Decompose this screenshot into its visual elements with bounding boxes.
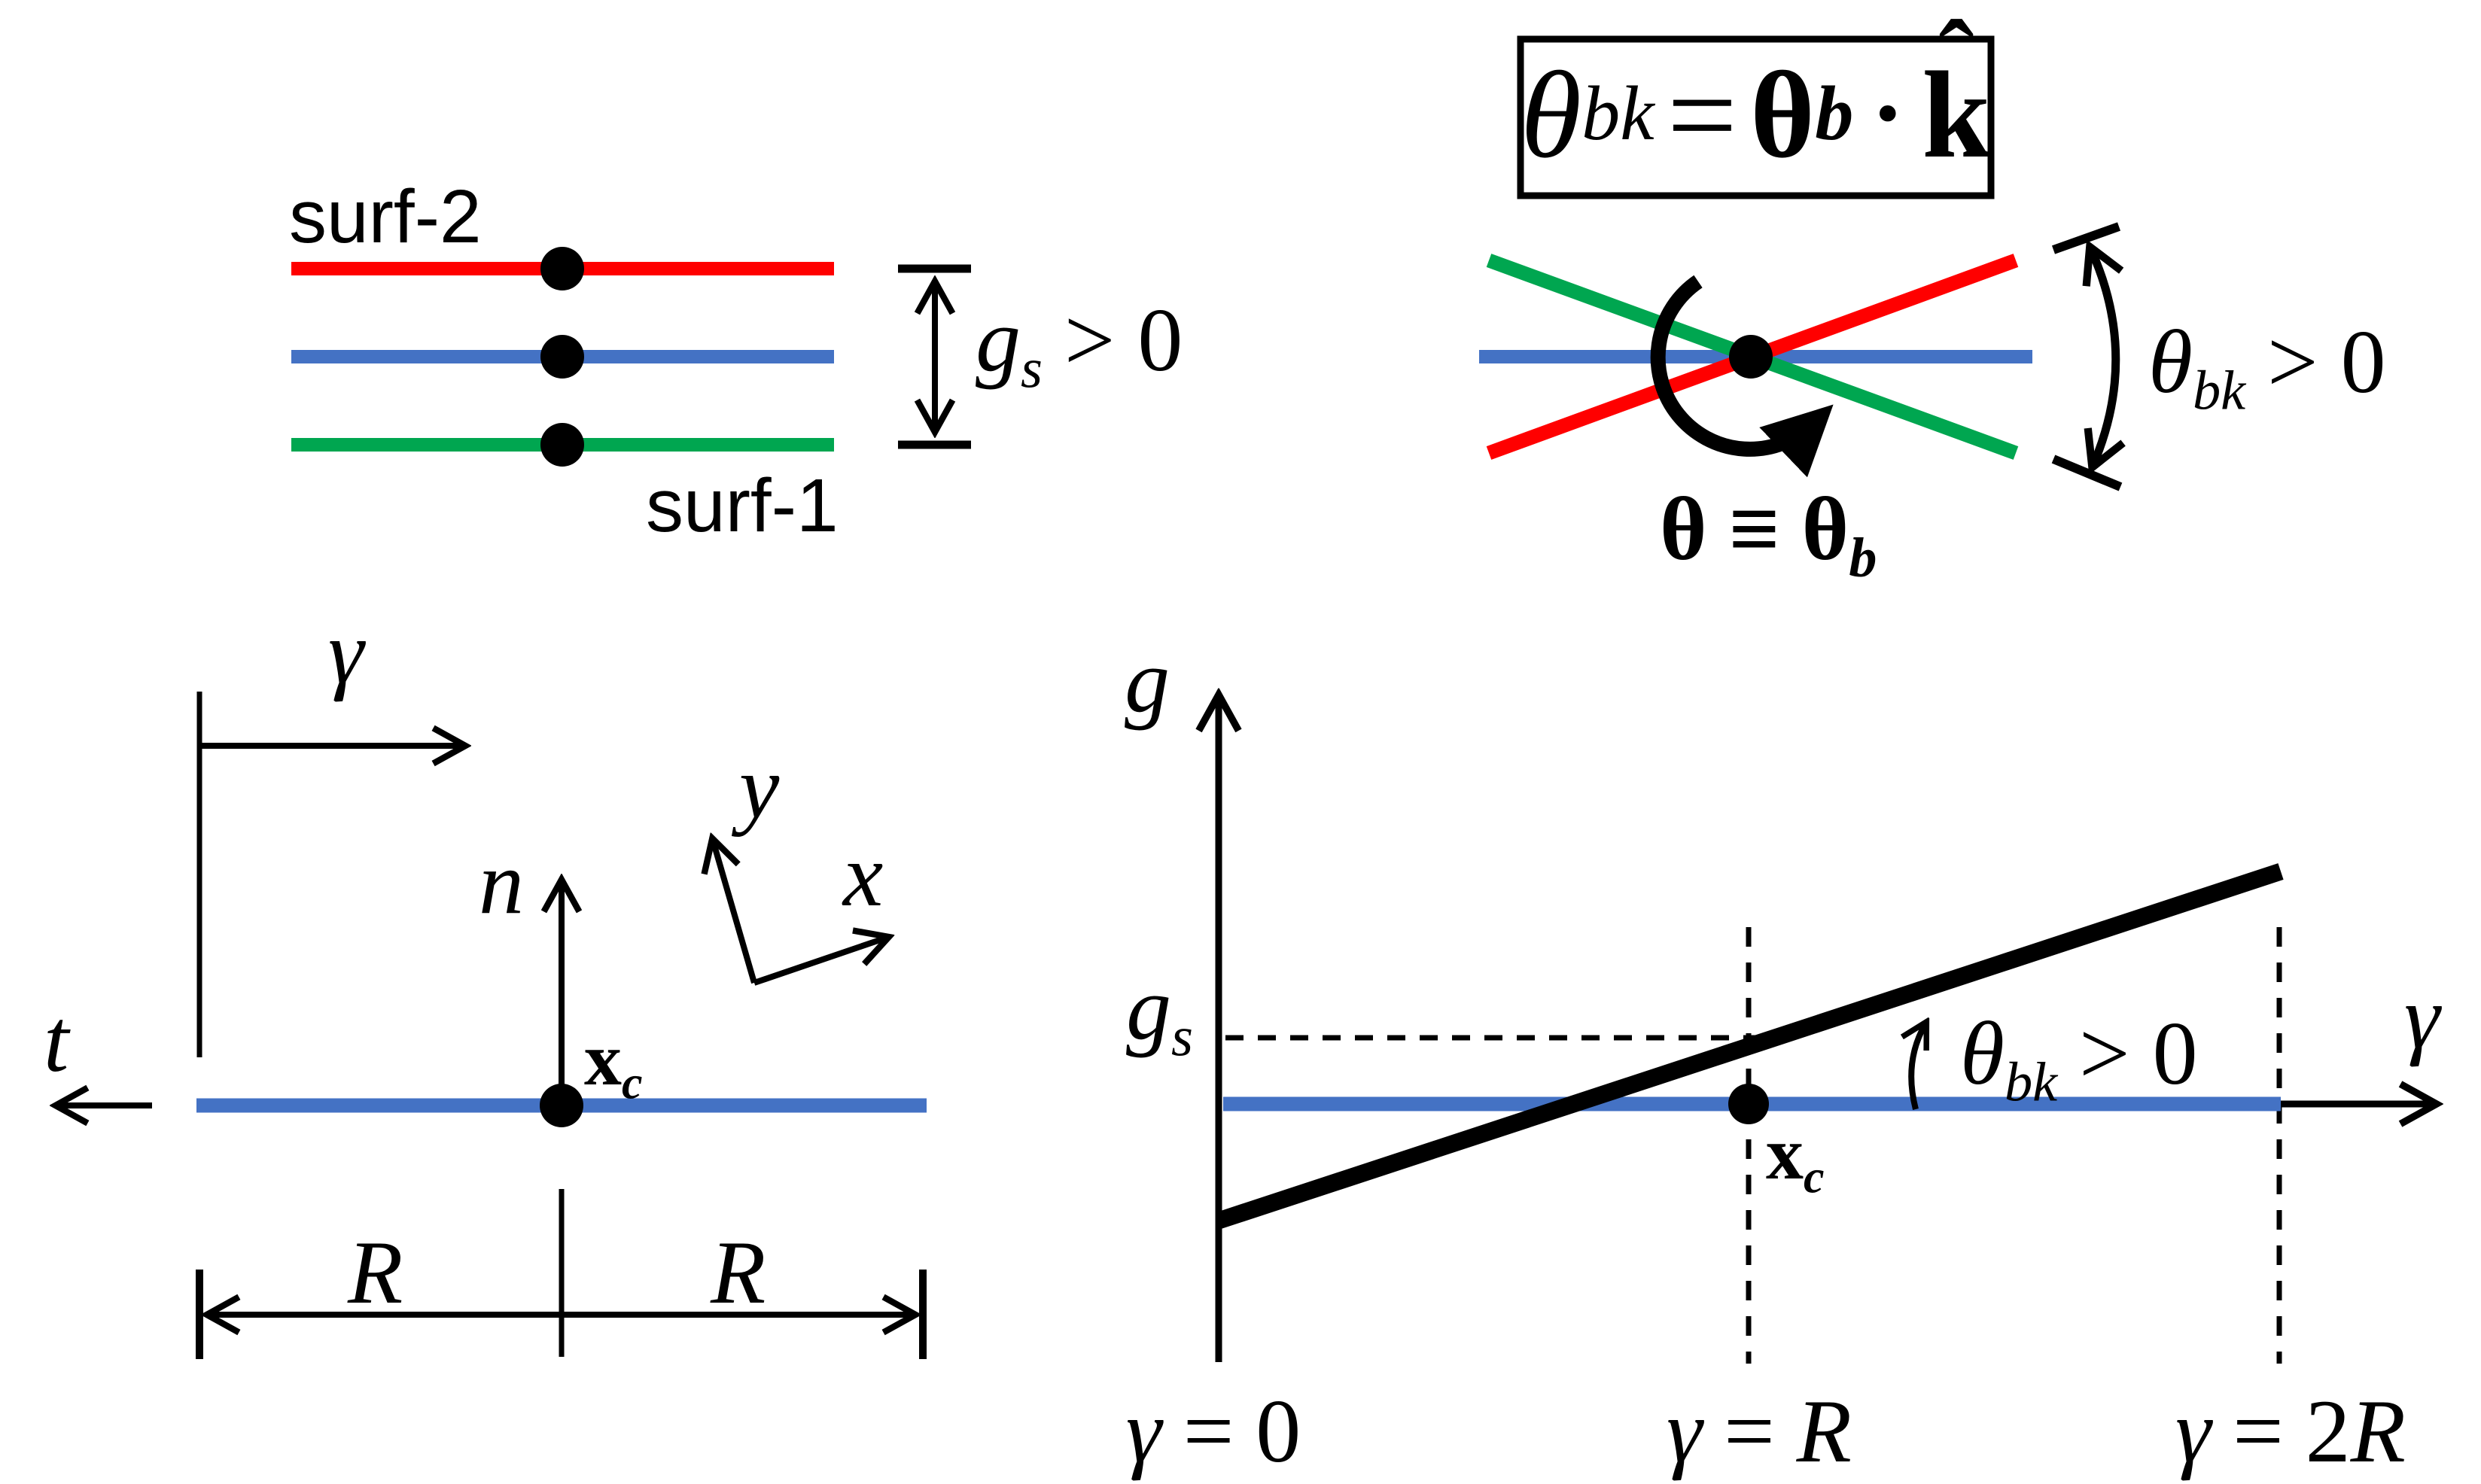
hat-accent: ˆ [1938, 0, 1974, 117]
gamma-label-bl: γ [328, 602, 364, 702]
tick0-num: 0 [1256, 1381, 1301, 1481]
y-axis-arrow [714, 843, 757, 984]
theta-b-sub: b [1849, 527, 1877, 589]
theta-bk-var: θ [2148, 312, 2193, 412]
eq-sub-bk: bk [1581, 71, 1655, 157]
angle-positive-label-graph: θbk > 0 [1960, 1008, 2198, 1111]
g-axis-label: g [1125, 631, 1170, 731]
theta-bk-sub: bk [2192, 360, 2246, 422]
y-label: y [739, 737, 780, 837]
gs-axis-label: gs [1126, 963, 1193, 1066]
panel-gap-graph [1219, 700, 2431, 1364]
tick2-eq: = [2233, 1381, 2284, 1481]
gs-base: g [1126, 958, 1171, 1058]
rotation-arrow [1650, 275, 1834, 478]
angle-positive-label-top: θbk > 0 [2148, 317, 2386, 419]
theta-bk-relation-br: > 0 [2078, 1003, 2198, 1103]
tick-gamma-2R: γ = 2R [2175, 1386, 2406, 1476]
gs-sub2: s [1171, 1006, 1193, 1069]
gs-relation: > 0 [1064, 290, 1183, 390]
eq-theta-b-vec: θ [1750, 45, 1816, 184]
tick1-gamma: γ [1667, 1381, 1703, 1481]
x-axis-arrow [753, 938, 884, 986]
angle-top-tick [2051, 222, 2121, 254]
panel-rotated-surfaces [1479, 35, 2123, 491]
gamma-axis-label: γ [2404, 967, 2440, 1067]
n-label: n [479, 832, 524, 932]
equation-label: θ bk = θ b ⋅ k ˆ [1521, 5, 1991, 190]
eq-k: k [1922, 45, 1991, 184]
xc-dot [540, 1084, 583, 1127]
surf2-label: surf-2 [289, 175, 482, 259]
tick-gamma-0: γ = 0 [1108, 1386, 1319, 1476]
node-dot-green [540, 423, 584, 467]
angle-bottom-tick [2051, 455, 2123, 491]
theta-bk-sub-br: bk [2004, 1051, 2058, 1114]
t-label: t [44, 990, 69, 1090]
theta-bk-relation: > 0 [2266, 312, 2386, 412]
theta-b-bold: θ [1801, 479, 1849, 579]
tick2-var: R [2350, 1381, 2406, 1481]
tick0-gamma: γ [1125, 1381, 1161, 1481]
theta-bold: θ [1660, 479, 1707, 579]
xc-sub: c [622, 1057, 643, 1109]
panel-parallel-surfaces [291, 247, 971, 467]
xc-base-br: x [1766, 1111, 1804, 1195]
node-dot-blue [540, 335, 584, 379]
equiv-sign: ≡ [1728, 479, 1780, 579]
tick-gamma-R: γ = R [1654, 1386, 1865, 1476]
gs-sub: s [1021, 338, 1043, 400]
xc-label-br: xc [1766, 1116, 1825, 1201]
x-label: x [843, 825, 884, 925]
tick0-eq: = [1183, 1381, 1234, 1481]
gap-gs-label: gs > 0 [976, 295, 1183, 397]
eq-theta-bk: θ [1521, 45, 1582, 184]
xc-sub-br: c [1804, 1151, 1825, 1203]
equation-box [1517, 35, 1995, 199]
xc-base: x [584, 1017, 622, 1101]
panel-local-frame [60, 692, 927, 1359]
eq-equals: = [1667, 45, 1737, 184]
tick2-num: 2 [2305, 1381, 2351, 1481]
tick1-var: R [1796, 1381, 1852, 1481]
theta-equiv-label: θ ≡ θb [1660, 484, 1877, 586]
tick2-gamma: γ [2175, 1381, 2212, 1481]
tick1-eq: = [1724, 1381, 1775, 1481]
slope-angle-arrow [1911, 1025, 1925, 1110]
graph-xc-dot [1728, 1084, 1769, 1124]
rot-center-dot [1729, 335, 1773, 379]
surf1-label: surf-1 [646, 464, 839, 548]
eq-sub-b: b [1815, 71, 1854, 157]
eq-dot-operator: ⋅ [1866, 45, 1910, 184]
angle-double-arrow-arc [2092, 251, 2116, 463]
node-dot-red [540, 247, 584, 290]
theta-bk-var-br: θ [1960, 1003, 2005, 1103]
r-left-label: R [348, 1222, 403, 1322]
xc-label-bl: xc [584, 1022, 643, 1107]
gap-function-line [1216, 863, 2284, 1229]
r-right-label: R [711, 1222, 766, 1322]
gs-var: g [976, 290, 1021, 390]
